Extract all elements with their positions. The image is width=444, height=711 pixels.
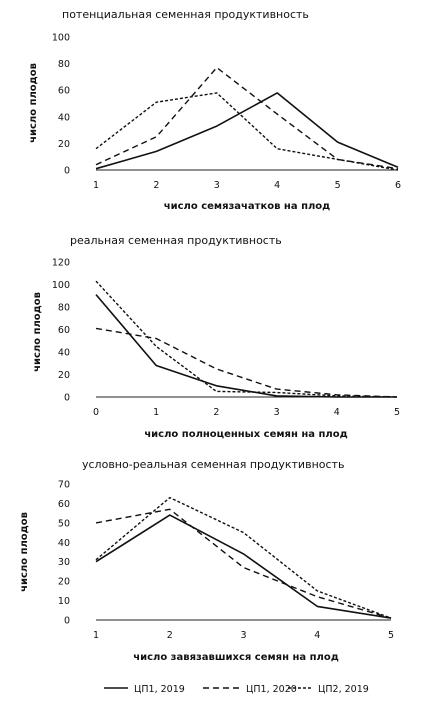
- x-tick-label: 2: [167, 630, 173, 641]
- y-axis-label: число плодов: [19, 512, 30, 592]
- x-tick-label: 0: [93, 407, 99, 418]
- legend-label: ЦП2, 2019: [318, 684, 369, 695]
- chart-panel-potential: потенциальная семенная продуктивность чи…: [28, 8, 401, 212]
- series-line: [95, 66, 399, 170]
- y-tick-label: 10: [58, 596, 70, 607]
- x-tick-label: 6: [395, 180, 401, 191]
- y-tick-label: 80: [58, 59, 70, 70]
- y-tick-label: 20: [58, 139, 70, 150]
- y-tick-label: 20: [58, 370, 70, 381]
- y-tick-label: 100: [52, 33, 70, 44]
- y-tick-label: 120: [52, 258, 70, 269]
- legend-label: ЦП1, 2020: [246, 684, 297, 695]
- y-tick-label: 40: [58, 112, 70, 123]
- chart-title: потенциальная семенная продуктивность: [62, 8, 309, 21]
- x-tick-label: 1: [93, 630, 99, 641]
- series-line: [95, 496, 392, 619]
- series-line: [95, 514, 392, 619]
- x-axis-label: число семязачатков на плод: [164, 201, 331, 212]
- x-tick-label: 5: [394, 407, 400, 418]
- x-tick-label: 3: [240, 630, 246, 641]
- y-tick-label: 0: [64, 616, 70, 627]
- y-tick-label: 0: [64, 166, 70, 177]
- y-axis-label: число плодов: [28, 63, 39, 143]
- plot-area: 0 10 20 30 40 50 60 70 1 2 3 4 5: [58, 480, 394, 642]
- y-tick-label: 20: [58, 577, 70, 588]
- x-tick-label: 4: [314, 630, 320, 641]
- chart-title: условно-реальная семенная продуктивность: [82, 458, 344, 471]
- y-axis-label: число плодов: [32, 292, 43, 372]
- y-tick-label: 30: [58, 557, 70, 568]
- x-tick-label: 5: [335, 180, 341, 191]
- chart-title: реальная семенная продуктивность: [70, 234, 282, 247]
- x-tick-label: 4: [274, 180, 280, 191]
- y-tick-label: 80: [58, 303, 70, 314]
- series-line: [95, 294, 397, 398]
- y-tick-label: 60: [58, 325, 70, 336]
- legend-label: ЦП1, 2019: [134, 684, 185, 695]
- plot-area: 0 20 40 60 80 100 1 2 3 4 5 6: [52, 33, 401, 192]
- x-tick-label: 5: [388, 630, 394, 641]
- plot-area: 0 20 40 60 80 100 120 0 1 2 3 4 5: [52, 258, 400, 419]
- x-tick-label: 1: [153, 407, 159, 418]
- legend: ЦП1, 2019 ЦП1, 2020 ЦП2, 2019: [104, 684, 369, 695]
- chart-panel-conditional: условно-реальная семенная продуктивность…: [19, 458, 394, 663]
- x-tick-label: 3: [214, 180, 220, 191]
- y-tick-label: 0: [64, 393, 70, 404]
- x-axis-label: число завязавшихся семян на плод: [133, 652, 339, 663]
- x-tick-label: 2: [153, 180, 159, 191]
- series-line: [95, 92, 399, 170]
- x-tick-label: 2: [213, 407, 219, 418]
- series-line: [95, 92, 399, 171]
- y-tick-label: 50: [58, 518, 70, 529]
- y-tick-label: 100: [52, 280, 70, 291]
- chart-panel-real: реальная семенная продуктивность число п…: [32, 234, 400, 440]
- series-line: [95, 508, 392, 619]
- y-tick-label: 60: [58, 86, 70, 97]
- x-tick-label: 3: [274, 407, 280, 418]
- x-tick-label: 4: [334, 407, 340, 418]
- series-line: [95, 327, 398, 398]
- x-tick-label: 1: [93, 180, 99, 191]
- y-tick-label: 40: [58, 538, 70, 549]
- y-tick-label: 60: [58, 499, 70, 510]
- y-tick-label: 40: [58, 348, 70, 359]
- x-axis-label: число полноценных семян на плод: [144, 429, 347, 440]
- y-tick-label: 70: [58, 480, 70, 491]
